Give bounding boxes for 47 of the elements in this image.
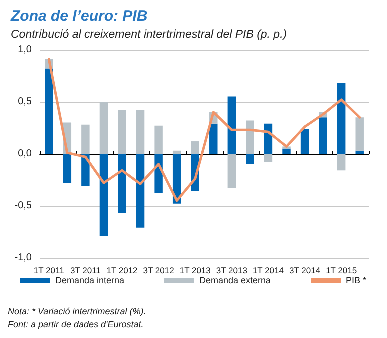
bar <box>45 68 54 154</box>
y-tick-label: 0,0 <box>18 148 32 160</box>
legend-label: Demanda interna <box>55 276 124 286</box>
bar <box>100 102 108 154</box>
chart-subtitle: Contribució al creixement intertrimestral del PIB (p. p.) <box>11 29 288 41</box>
bar <box>337 154 346 171</box>
bar <box>82 124 90 154</box>
bar <box>356 150 364 154</box>
line-series <box>48 58 362 202</box>
x-tick-label: 3T 2013 <box>216 266 248 276</box>
bar <box>154 126 163 154</box>
bar <box>63 154 72 184</box>
chart-title: Zona de l’euro: PIB <box>10 8 148 25</box>
bar <box>282 148 291 154</box>
x-tick-label: 3T 2014 <box>290 266 321 276</box>
bar <box>118 110 126 154</box>
x-tick-label: 1T 2011 <box>34 266 65 276</box>
bar <box>356 118 364 151</box>
text: Font: a partir de dades d'Eurostat. <box>8 320 144 330</box>
bar <box>228 154 236 188</box>
y-tick-label: 0,5 <box>18 96 32 108</box>
x-tick-label: 1T 2013 <box>180 266 212 276</box>
bar <box>246 154 254 164</box>
x-tick-label: 3T 2011 <box>70 266 102 276</box>
bar <box>210 124 218 154</box>
bar <box>136 110 145 154</box>
bar <box>264 154 273 162</box>
bar <box>228 96 236 154</box>
legend-label: Demanda externa <box>199 276 272 286</box>
bar <box>191 142 200 154</box>
bar <box>172 150 182 154</box>
y-tick-label: 1,0 <box>18 44 32 56</box>
bar <box>337 83 346 154</box>
x-tick-label: 1T 2014 <box>252 266 284 276</box>
bar <box>319 118 328 154</box>
x-tick-label: 3T 2012 <box>143 266 175 276</box>
bar <box>118 154 126 214</box>
bar <box>136 154 145 228</box>
x-tick-label: 1T 2015 <box>326 266 358 276</box>
text: Nota: * Variació intertrimestral (%). <box>8 306 146 316</box>
y-tick-label: -1,0 <box>14 252 32 264</box>
y-tick-label: -0,5 <box>14 200 32 212</box>
bar <box>246 120 254 154</box>
x-tick-label: 1T 2012 <box>106 266 138 276</box>
legend-label: PIB * <box>346 276 368 286</box>
bar <box>300 129 310 154</box>
bar <box>100 154 108 236</box>
